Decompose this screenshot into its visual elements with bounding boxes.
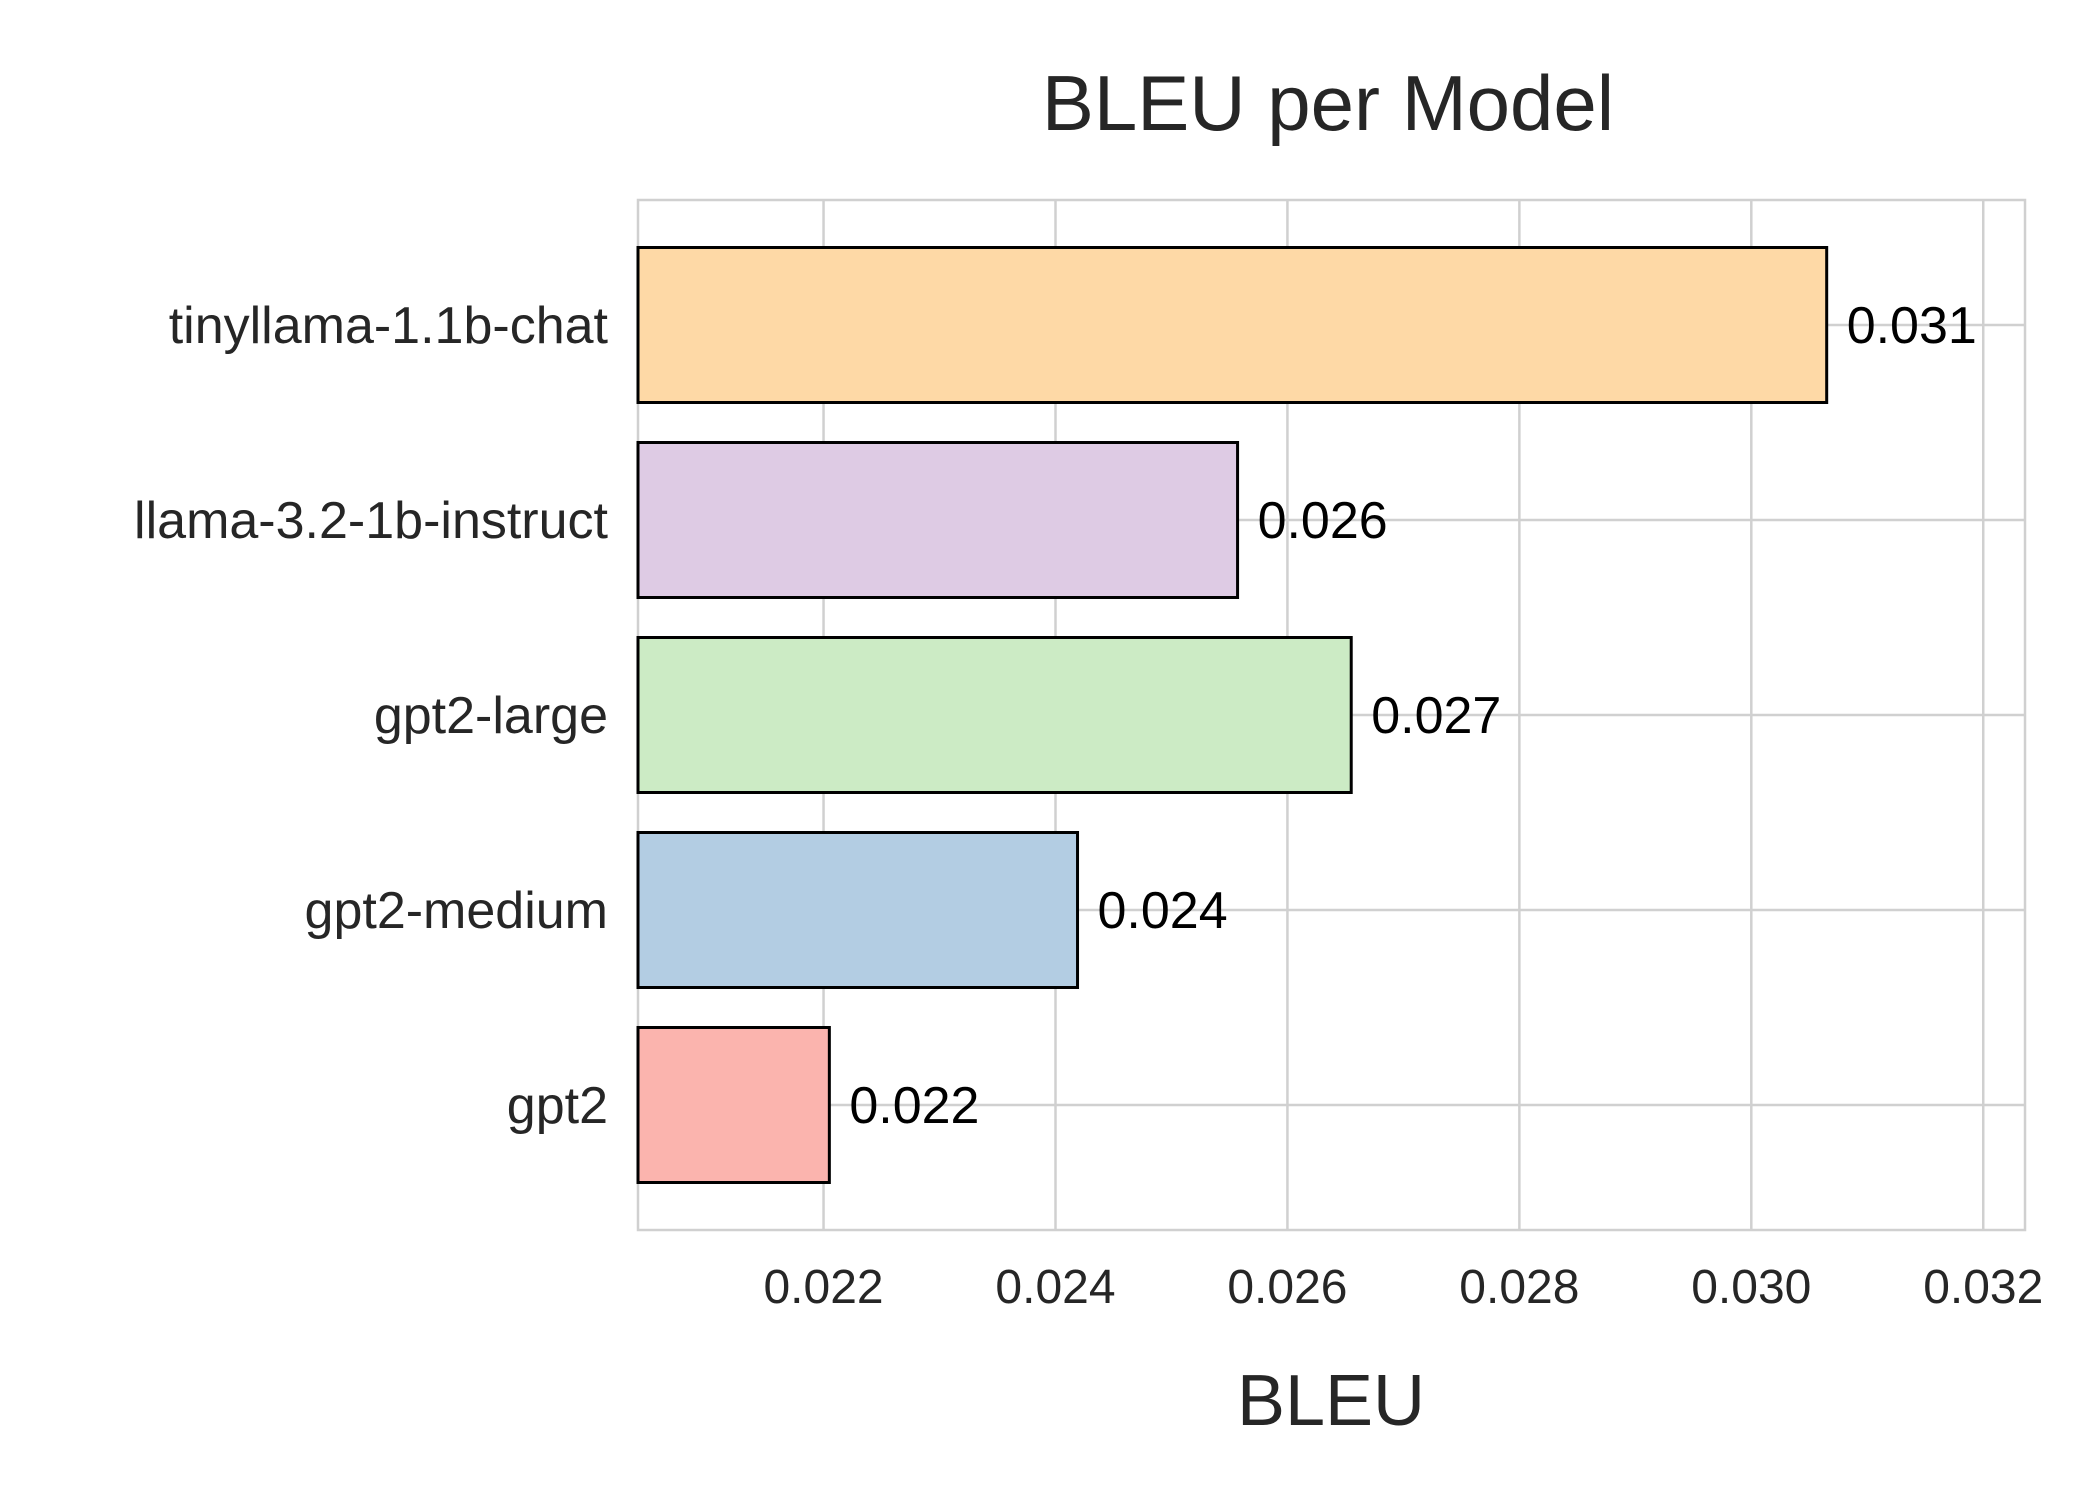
- category-label: gpt2-medium: [305, 882, 608, 940]
- value-label: 0.031: [1847, 297, 1977, 355]
- bars: [636, 246, 1829, 1184]
- bar-gpt2-medium: [636, 831, 1080, 989]
- x-tick-label: 0.030: [1691, 1261, 1811, 1314]
- bar-gpt2: [636, 1026, 831, 1184]
- value-label: 0.026: [1258, 492, 1388, 550]
- bar-llama-3.2-1b-instruct: [636, 441, 1240, 599]
- x-tick-label: 0.024: [995, 1261, 1115, 1314]
- category-label: gpt2-large: [374, 687, 608, 745]
- value-label: 0.027: [1371, 687, 1501, 745]
- x-tick-label: 0.028: [1459, 1261, 1579, 1314]
- x-tick-label: 0.032: [1923, 1261, 2043, 1314]
- chart-title: BLEU per Model: [1042, 59, 1614, 147]
- bar-gpt2-large: [636, 636, 1353, 794]
- x-tick-labels: 0.022 0.024 0.026 0.028 0.030 0.032: [763, 1261, 2043, 1314]
- value-labels: 0.031 0.026 0.027 0.024 0.022: [849, 297, 1976, 1135]
- category-label: gpt2: [507, 1077, 608, 1135]
- x-axis-label: BLEU: [1237, 1361, 1425, 1441]
- value-label: 0.022: [849, 1077, 979, 1135]
- category-label: tinyllama-1.1b-chat: [169, 297, 609, 355]
- category-label: llama-3.2-1b-instruct: [134, 492, 608, 550]
- x-tick-label: 0.026: [1227, 1261, 1347, 1314]
- category-labels: tinyllama-1.1b-chat llama-3.2-1b-instruct…: [134, 297, 609, 1135]
- value-label: 0.024: [1098, 882, 1228, 940]
- x-tick-label: 0.022: [763, 1261, 883, 1314]
- bar-tinyllama-1.1b-chat: [636, 246, 1829, 404]
